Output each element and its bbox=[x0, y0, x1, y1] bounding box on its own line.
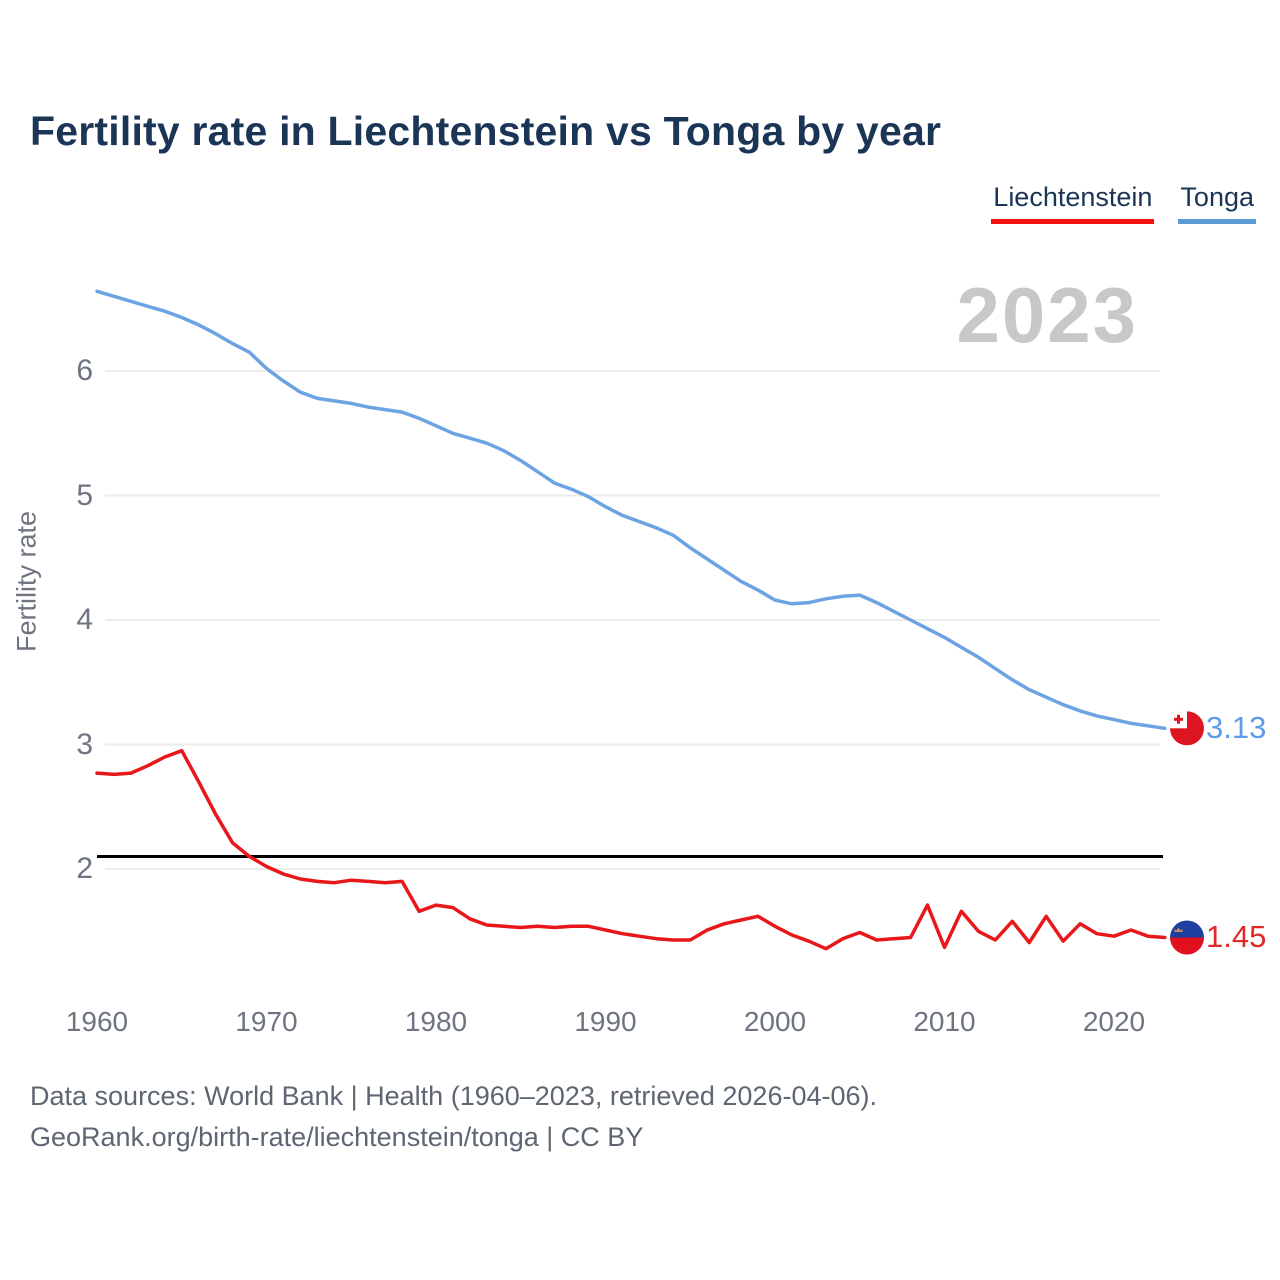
x-tick-label: 1980 bbox=[404, 1006, 468, 1037]
year-watermark: 2023 bbox=[956, 271, 1138, 359]
y-tick-label: 6 bbox=[76, 354, 93, 387]
x-tick-label: 1990 bbox=[574, 1006, 637, 1037]
y-axis-title: Fertility rate bbox=[11, 510, 42, 653]
x-tick-label: 2000 bbox=[743, 1006, 807, 1037]
data-source-line-1: Data sources: World Bank | Health (1960–… bbox=[30, 1081, 877, 1111]
y-tick-label: 5 bbox=[76, 478, 93, 512]
x-tick-label: 1960 bbox=[65, 1006, 129, 1037]
x-tick-label: 2010 bbox=[913, 1006, 976, 1037]
chart-title: Fertility rate in Liechtenstein vs Tonga… bbox=[30, 108, 942, 154]
liechtenstein-flag-icon bbox=[1170, 920, 1204, 955]
y-tick-label: 3 bbox=[76, 727, 93, 761]
gridlines bbox=[105, 370, 1160, 870]
legend-item-tonga[interactable]: Tonga bbox=[1178, 182, 1256, 224]
y-tick-label: 2 bbox=[76, 852, 93, 885]
legend: Liechtenstein Tonga bbox=[991, 182, 1256, 224]
tonga-series-line bbox=[95, 289, 1167, 731]
tonga-flag-icon bbox=[1170, 711, 1204, 746]
legend-item-liechtenstein[interactable]: Liechtenstein bbox=[991, 182, 1155, 224]
data-source-line-2: GeoRank.org/birth-rate/liechtenstein/ton… bbox=[30, 1122, 644, 1152]
liechtenstein-series-line bbox=[95, 748, 1167, 951]
x-tick-label: 2020 bbox=[1082, 1006, 1146, 1037]
liechtenstein-end-value-label: 1.45 bbox=[1206, 919, 1267, 955]
y-tick-label: 4 bbox=[76, 603, 93, 636]
data-source-note: Data sources: World Bank | Health (1960–… bbox=[30, 1076, 877, 1158]
x-tick-label: 1970 bbox=[235, 1006, 298, 1037]
tonga-end-value-label: 3.13 bbox=[1206, 710, 1267, 746]
